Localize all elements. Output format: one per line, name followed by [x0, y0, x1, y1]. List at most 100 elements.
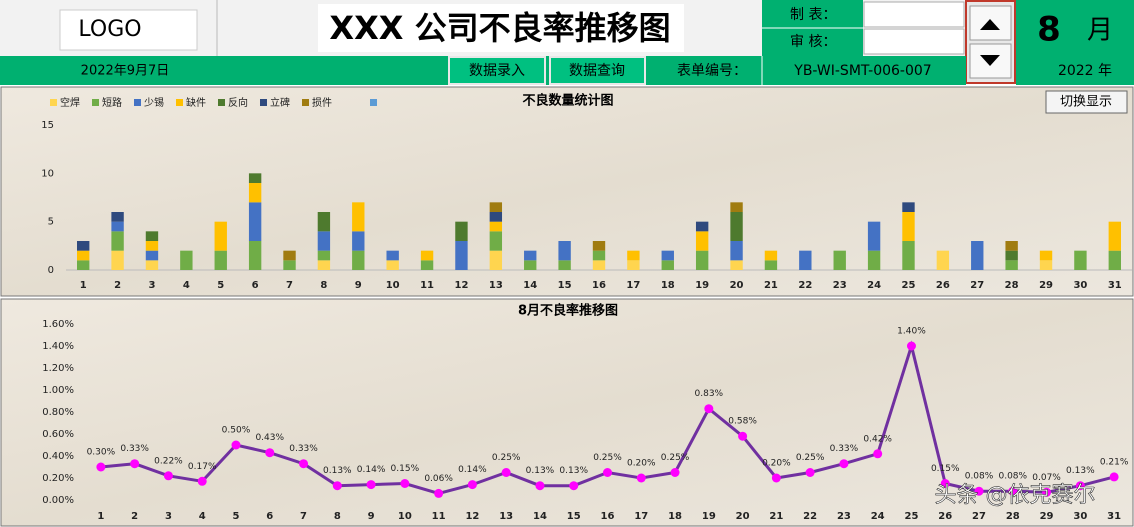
bar-segment [111, 231, 124, 251]
value-label: 0.33% [289, 444, 318, 454]
x-tick-label: 29 [1040, 511, 1054, 522]
date: 2022年9月7日 [81, 64, 170, 79]
bar-segment [1108, 250, 1121, 270]
value-label: 0.22% [154, 456, 183, 466]
x-tick-label: 31 [1108, 280, 1122, 291]
y-tick-label: 1.20% [42, 363, 74, 374]
x-tick-label: 26 [938, 511, 952, 522]
x-tick-label: 27 [972, 511, 986, 522]
x-tick-label: 9 [368, 511, 375, 522]
bar-segment [1039, 260, 1053, 270]
x-tick-label: 10 [386, 280, 400, 291]
toggle-button[interactable] [1045, 90, 1128, 114]
bar-segment [455, 221, 468, 241]
rate-marker [1042, 487, 1052, 497]
x-tick-label: 8 [320, 280, 327, 291]
y-tick-label: 5 [48, 217, 54, 228]
x-tick-label: 17 [626, 280, 640, 291]
bar-segment [248, 183, 262, 203]
bar-segment [386, 250, 399, 261]
value-label: 0.20% [762, 459, 791, 469]
x-tick-label: 21 [764, 280, 778, 291]
bar-segment [833, 250, 846, 270]
rate-marker [974, 486, 984, 496]
month-unit: 月 [1087, 16, 1113, 46]
x-tick-label: 22 [803, 511, 817, 522]
rate-marker [1109, 472, 1119, 482]
legend-swatch [302, 99, 309, 106]
reviewed-by-label: 审 核： [790, 34, 836, 50]
x-tick-label: 18 [668, 511, 682, 522]
form-no-label: 表单编号： [677, 63, 747, 79]
value-label: 0.21% [1100, 457, 1129, 467]
bar-segment [730, 241, 743, 261]
button-label[interactable]: 数据录入 [469, 63, 525, 79]
x-tick-label: 20 [736, 511, 750, 522]
bar-segment [489, 250, 503, 270]
value-label: 0.25% [492, 453, 521, 463]
made-by-input[interactable] [863, 1, 965, 28]
x-tick-label: 13 [499, 511, 513, 522]
down-arrow [980, 55, 1000, 66]
rate-marker [197, 476, 207, 486]
value-label: 0.33% [120, 444, 149, 454]
legend-swatch [92, 99, 99, 106]
logo-box [59, 9, 198, 51]
value-label: 0.25% [796, 453, 825, 463]
rate-marker [467, 480, 477, 490]
x-tick-label: 18 [661, 280, 675, 291]
rate-marker [771, 473, 781, 483]
x-tick-label: 14 [533, 511, 547, 522]
rate-marker [299, 459, 309, 469]
value-label: 0.33% [830, 444, 859, 454]
rate-marker [332, 481, 342, 491]
bar-segment [1108, 221, 1121, 251]
x-tick-label: 1 [97, 511, 104, 522]
bar-segment [317, 250, 331, 261]
button-label[interactable]: 数据查询 [569, 63, 625, 79]
x-tick-label: 15 [558, 280, 572, 291]
toggle-label[interactable]: 切换显示 [1060, 95, 1112, 110]
bar-segment [1005, 241, 1018, 251]
x-tick-label: 21 [769, 511, 783, 522]
x-tick-label: 19 [695, 280, 709, 291]
data-query-button[interactable] [549, 56, 646, 85]
x-tick-label: 24 [871, 511, 885, 522]
bar-segment [695, 231, 709, 251]
bar-segment [111, 221, 124, 232]
bar-segment [558, 241, 571, 261]
bar-segment [661, 250, 674, 261]
up-arrow [980, 19, 1000, 30]
x-tick-label: 5 [232, 511, 239, 522]
bar-segment [111, 250, 124, 270]
y-tick-label: 15 [41, 120, 54, 131]
x-tick-label: 6 [266, 511, 273, 522]
rate-marker [96, 462, 106, 472]
bar-segment [524, 260, 537, 270]
x-tick-label: 2 [114, 280, 121, 291]
rate-marker [940, 479, 950, 488]
bar-segment [489, 202, 503, 212]
data-entry-button[interactable] [448, 56, 546, 85]
x-tick-label: 5 [217, 280, 224, 291]
watermark: 头条 @依克赛尔 [935, 483, 1096, 508]
reviewed-by-input[interactable] [863, 28, 965, 55]
bar-segment [352, 231, 365, 251]
legend-swatch [134, 99, 141, 106]
bar-segment [592, 250, 606, 261]
bar-segment [764, 250, 778, 261]
x-tick-label: 10 [398, 511, 412, 522]
bar-segment [558, 260, 571, 270]
x-tick-label: 19 [702, 511, 716, 522]
legend-label: 短路 [102, 96, 122, 109]
bar-segment [627, 250, 640, 261]
rate-marker [704, 404, 714, 414]
bar-segment [524, 250, 537, 261]
bar-segment [283, 250, 296, 261]
x-tick-label: 30 [1073, 511, 1087, 522]
value-label: 0.43% [255, 433, 284, 443]
bar-segment [317, 212, 331, 232]
legend-swatch [370, 99, 377, 106]
value-label: 0.13% [526, 466, 555, 476]
